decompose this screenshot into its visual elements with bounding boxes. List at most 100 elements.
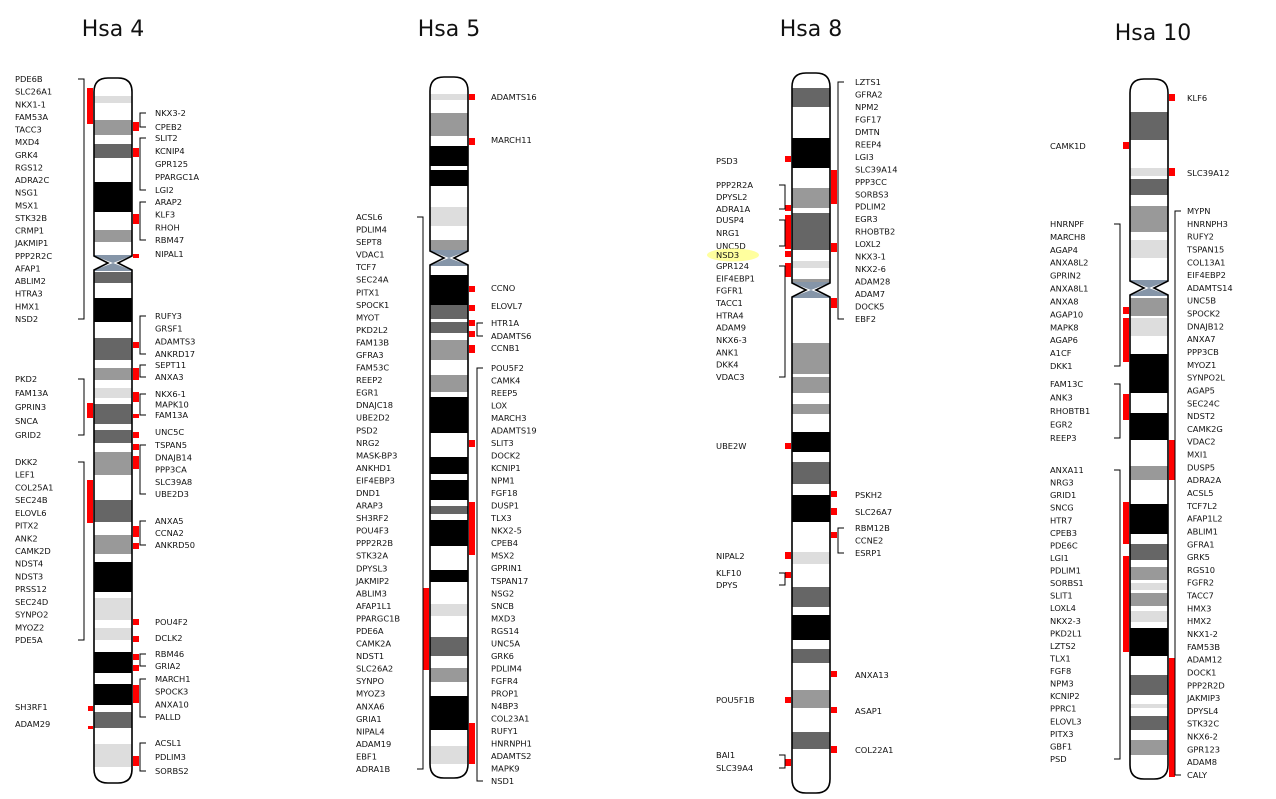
chromosome-band xyxy=(94,120,132,135)
gene-group: PKD2 FAM13A GPRIN3 SNCA GRID2 xyxy=(15,374,85,440)
locus-marker xyxy=(1169,658,1175,777)
gene-label: EIF4EBP3 xyxy=(356,475,395,485)
gene-label: ELOVL6 xyxy=(15,508,47,518)
chromosome-band xyxy=(430,520,468,546)
gene-label: NKX6-1 xyxy=(155,389,186,399)
gene-bracket xyxy=(139,201,146,241)
gene-label: DKK4 xyxy=(716,360,739,370)
gene-label: DPYSL3 xyxy=(356,563,387,573)
gene-label: EBF1 xyxy=(356,751,377,761)
gene-label: ADAM28 xyxy=(855,277,890,287)
locus-marker xyxy=(423,588,429,670)
gene-label: NIPAL4 xyxy=(356,726,385,736)
gene-label: ADRA2C xyxy=(15,175,49,185)
gene-label: CAMK2A xyxy=(356,639,391,649)
gene-label: ANXA3 xyxy=(155,372,184,382)
gene-label: SEPT11 xyxy=(155,360,186,370)
gene-group: POU5F1B xyxy=(716,695,755,705)
gene-label: FGFR1 xyxy=(716,286,743,296)
gene-label: RBM12B xyxy=(855,523,890,533)
gene-label: CRMP1 xyxy=(15,226,44,236)
gene-label: ANXA10 xyxy=(155,699,189,709)
gene-label: ANK1 xyxy=(716,347,739,357)
chromosome-band xyxy=(1130,675,1168,695)
locus-marker xyxy=(469,305,475,311)
gene-label: KLF3 xyxy=(155,210,175,220)
gene-label: MSX2 xyxy=(491,551,514,561)
gene-label: SLIT2 xyxy=(155,133,178,143)
chromosome-band xyxy=(430,696,468,730)
chromosome-band xyxy=(792,690,830,708)
gene-label: SPOCK2 xyxy=(1187,309,1220,319)
gene-label: MAPK9 xyxy=(491,763,520,773)
gene-group: ACSL1 PDLIM3 SORBS2 xyxy=(139,738,189,776)
gene-label: ADRA1B xyxy=(356,764,390,774)
gene-label: PITX2 xyxy=(15,521,38,531)
gene-label: MARCH8 xyxy=(1050,232,1086,242)
gene-label: REEP2 xyxy=(356,375,383,385)
locus-marker xyxy=(785,205,791,211)
gene-label: ANXA8L1 xyxy=(1050,284,1088,294)
gene-label: SLIT1 xyxy=(1050,591,1073,601)
gene-group: TSPAN5 DNAJB14 PPP3CA SLC39A8 UBE2D3 xyxy=(139,440,192,499)
chromosome-band xyxy=(792,377,830,393)
gene-group: UBE2W xyxy=(716,441,747,451)
gene-label: EGR3 xyxy=(855,214,878,224)
chromosome-band xyxy=(792,462,830,484)
gene-label: CAMK2D xyxy=(15,546,51,556)
gene-label: NSD3 xyxy=(716,250,739,260)
gene-label: DPYSL2 xyxy=(716,192,747,202)
gene-bracket xyxy=(139,364,146,378)
gene-label: DOCK1 xyxy=(1187,667,1216,677)
gene-label: NKX3-2 xyxy=(155,108,186,118)
gene-label: MYOZ2 xyxy=(15,622,44,632)
gene-label: ANK2 xyxy=(15,533,38,543)
gene-label: ADAMTS3 xyxy=(155,336,195,346)
gene-group: DCLK2 xyxy=(155,633,183,643)
gene-label: GRID2 xyxy=(15,430,41,440)
gene-label: PSD xyxy=(1050,754,1067,764)
gene-label: PPARGC1B xyxy=(356,613,400,623)
gene-highlight xyxy=(707,248,759,262)
gene-label: SORBS2 xyxy=(155,766,189,776)
gene-label: GPR125 xyxy=(155,159,188,169)
locus-marker xyxy=(785,215,791,249)
locus-marker xyxy=(133,543,139,549)
gene-bracket xyxy=(78,378,85,436)
chromosome-outline xyxy=(1129,78,1169,780)
gene-label: PRSS12 xyxy=(15,584,47,594)
gene-label: PDE6B xyxy=(15,74,43,84)
gene-label: LOX xyxy=(491,401,507,411)
gene-group: DUSP4 NRG1 UNC5D xyxy=(716,215,786,251)
gene-label: NSG2 xyxy=(491,588,514,598)
gene-group: SLC39A12 xyxy=(1187,168,1229,178)
gene-group: ADAM29 xyxy=(15,719,50,729)
gene-bracket xyxy=(78,78,85,320)
gene-label: SNCB xyxy=(491,601,514,611)
gene-label: RGS10 xyxy=(1187,565,1215,575)
gene-label: ADAM12 xyxy=(1187,655,1222,665)
gene-label: GFRA2 xyxy=(855,89,883,99)
chromosome-band xyxy=(430,322,468,333)
chromosome-band xyxy=(430,146,468,166)
chromosome-band xyxy=(94,562,132,592)
gene-label: SEC24C xyxy=(1187,398,1220,408)
chromosome-band xyxy=(94,388,132,398)
gene-label: SH3RF2 xyxy=(356,513,389,523)
chromosome-band xyxy=(94,712,132,728)
gene-group: KLF10 DPYS xyxy=(716,568,786,590)
gene-group: SH3RF1 xyxy=(15,702,48,712)
gene-group: NSD3 xyxy=(707,248,759,262)
gene-label: ADAMTS16 xyxy=(491,92,537,102)
gene-label: ABLIM2 xyxy=(15,276,46,286)
chromosome-band xyxy=(430,170,468,186)
gene-label: EIF4EBP1 xyxy=(716,273,755,283)
gene-label: PDLIM4 xyxy=(356,225,387,235)
gene-label: PDLIM4 xyxy=(491,663,522,673)
chromosome-band xyxy=(94,652,132,673)
chromosome-band xyxy=(792,587,830,607)
gene-label: SYNPO2 xyxy=(15,610,48,620)
gene-label: KLF10 xyxy=(716,568,741,578)
gene-label: DND1 xyxy=(356,488,380,498)
locus-marker xyxy=(1123,556,1129,652)
